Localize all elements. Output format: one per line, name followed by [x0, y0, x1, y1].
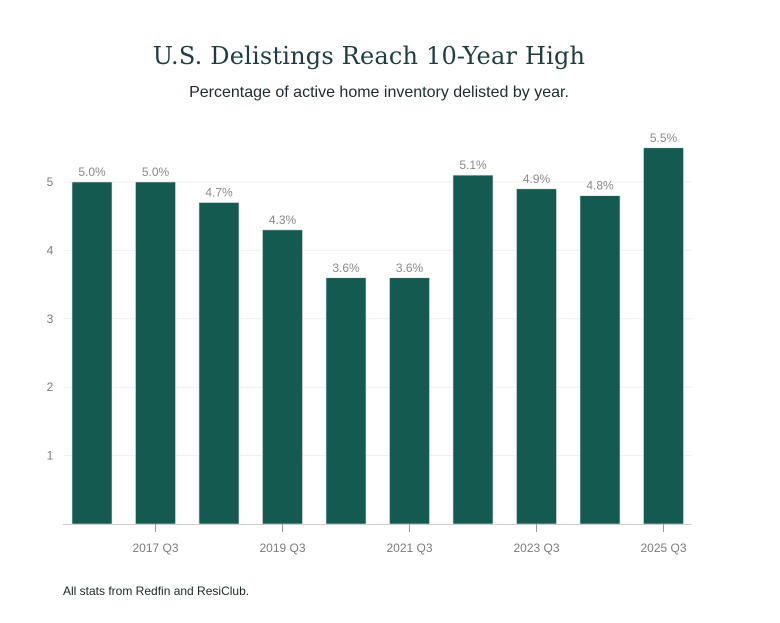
data-label: 5.1%	[459, 158, 487, 172]
bar	[198, 202, 240, 525]
data-labels: 5.0% 5.0% 4.7% 4.3% 3.6% 3.6% 5.1% 4.9% 4.8% 5.5%	[78, 131, 677, 275]
bar	[452, 174, 494, 525]
x-tick-label: 2021 Q3	[386, 541, 432, 555]
data-label: 5.5%	[650, 131, 678, 145]
bar	[389, 277, 430, 525]
y-tick-label: 2	[47, 380, 54, 394]
y-tick-label: 4	[47, 243, 54, 257]
bar	[516, 188, 557, 525]
y-tick-label: 3	[47, 312, 54, 326]
x-tick-label: 2017 Q3	[132, 541, 178, 555]
x-tick-label: 2023 Q3	[513, 541, 559, 555]
bars	[71, 147, 684, 525]
data-label: 5.0%	[142, 165, 170, 179]
bar	[135, 181, 176, 525]
data-label: 4.3%	[269, 213, 297, 227]
x-tick-label: 2019 Q3	[259, 541, 305, 555]
chart-title: U.S. Delistings Reach 10-Year High	[152, 42, 586, 70]
source-note: All stats from Redfin and ResiClub.	[63, 584, 250, 598]
data-label: 4.9%	[523, 172, 551, 186]
x-tick-label: 2025 Q3	[640, 541, 686, 555]
bar	[579, 195, 621, 525]
bar	[262, 229, 303, 525]
y-tick-label: 5	[47, 175, 54, 189]
data-label: 3.6%	[396, 261, 424, 275]
y-axis: 1 2 3 4 5	[47, 175, 54, 463]
chart-subtitle: Percentage of active home inventory deli…	[189, 84, 569, 101]
x-axis: 2017 Q3 2019 Q3 2021 Q3 2023 Q3 2025 Q3	[63, 524, 692, 555]
data-label: 4.7%	[205, 186, 233, 200]
bar	[325, 277, 367, 525]
data-label: 4.8%	[586, 179, 614, 193]
data-label: 5.0%	[78, 165, 106, 179]
data-label: 3.6%	[332, 261, 360, 275]
bar	[643, 147, 684, 525]
y-tick-label: 1	[47, 449, 54, 463]
bar	[71, 181, 113, 525]
